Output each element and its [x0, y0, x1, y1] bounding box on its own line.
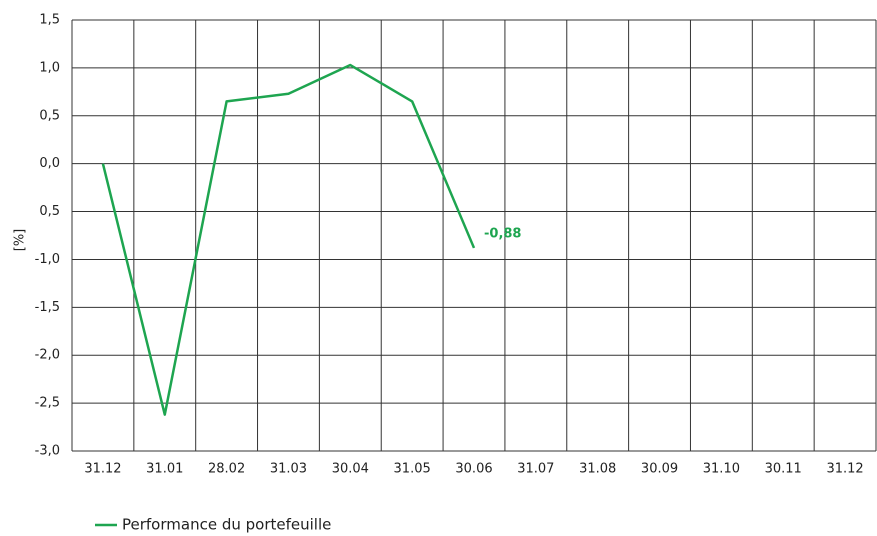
y-tick-label: 0,0	[39, 156, 60, 171]
x-tick-label: 31.12	[826, 462, 863, 477]
y-tick-label: 0,5	[39, 108, 60, 123]
y-tick-label: 0,5	[39, 204, 60, 219]
x-tick-label: 31.07	[517, 462, 554, 477]
x-tick-label: 30.06	[455, 462, 492, 477]
y-tick-label: -1,0	[35, 252, 60, 267]
series-line	[101, 63, 476, 416]
x-tick-label: 30.09	[641, 462, 678, 477]
x-tick-label: 30.11	[765, 462, 802, 477]
x-tick-label: 30.04	[332, 462, 369, 477]
x-tick-label: 31.05	[394, 462, 431, 477]
data-label: -0,88	[484, 226, 521, 241]
y-tick-label: -2,0	[35, 348, 60, 363]
y-axis-label: [%]	[13, 229, 28, 252]
y-tick-label: -2,5	[35, 396, 60, 411]
x-tick-label: 31.03	[270, 462, 307, 477]
y-tick-label: 1,5	[39, 13, 60, 28]
y-tick-label: 1,0	[39, 60, 60, 75]
x-tick-label: 31.08	[579, 462, 616, 477]
y-tick-label: -1,5	[35, 300, 60, 315]
x-tick-label: 31.01	[146, 462, 183, 477]
y-tick-label: -3,0	[35, 444, 60, 459]
legend-label: Performance du portefeuille	[122, 516, 331, 534]
x-tick-label: 28.02	[208, 462, 245, 477]
x-tick-label: 31.10	[703, 462, 740, 477]
x-tick-label: 31.12	[84, 462, 121, 477]
